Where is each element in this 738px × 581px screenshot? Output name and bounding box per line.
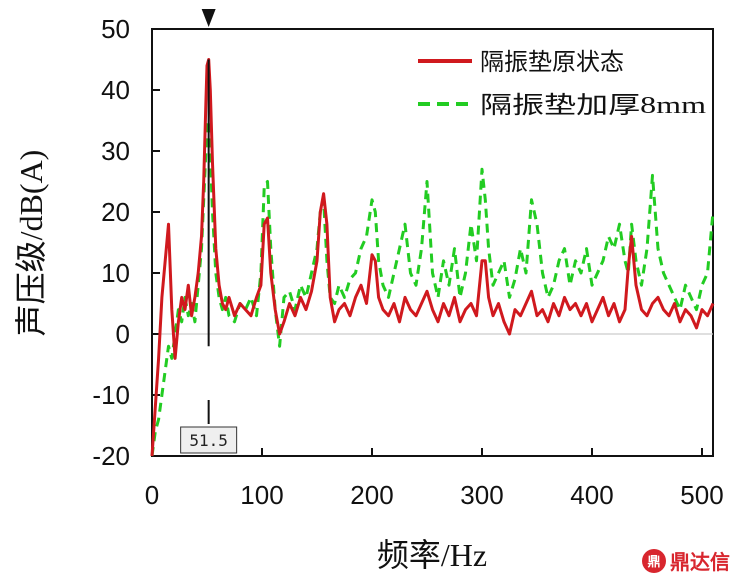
- y-tick-label: 20: [101, 197, 130, 227]
- x-axis-title: 频率/Hz: [377, 537, 487, 573]
- y-tick-label: 0: [116, 319, 130, 349]
- x-tick-label: 0: [145, 480, 159, 510]
- y-axis-title: 声压级/dB(A): [13, 150, 49, 337]
- legend-label-thickened: 隔振垫加厚8mm: [480, 92, 706, 119]
- y-tick-label: 10: [101, 258, 130, 288]
- frequency-marker: 51.5: [180, 9, 238, 454]
- y-axis: -20 -10 0 10 20 30 40 50: [92, 14, 160, 471]
- publisher-watermark: 鼎 鼎达信: [642, 546, 730, 575]
- y-tick-label: -10: [92, 380, 130, 410]
- x-tick-label: 400: [570, 480, 613, 510]
- series-line-thickened: [150, 119, 715, 457]
- series-layer: [150, 58, 715, 457]
- x-tick-label: 500: [680, 480, 723, 510]
- marker-arrow-icon: [201, 9, 216, 27]
- y-tick-label: 40: [101, 75, 130, 105]
- legend-label-original: 隔振垫原状态: [480, 49, 624, 76]
- x-tick-label: 200: [350, 480, 393, 510]
- marker-label: 51.5: [189, 431, 228, 450]
- y-tick-label: -20: [92, 441, 130, 471]
- publisher-logo-icon: 鼎: [642, 548, 666, 573]
- x-tick-label: 100: [240, 480, 283, 510]
- x-tick-label: 300: [460, 480, 503, 510]
- y-tick-label: 50: [101, 14, 130, 44]
- x-axis: 0 100 200 300 400 500: [145, 448, 724, 510]
- legend: 隔振垫原状态 隔振垫加厚8mm: [418, 49, 706, 119]
- publisher-name: 鼎达信: [670, 550, 730, 574]
- marker-label-box: [180, 426, 238, 454]
- y-tick-label: 30: [101, 136, 130, 166]
- plot-area: [151, 28, 714, 457]
- series-line-original: [150, 58, 715, 457]
